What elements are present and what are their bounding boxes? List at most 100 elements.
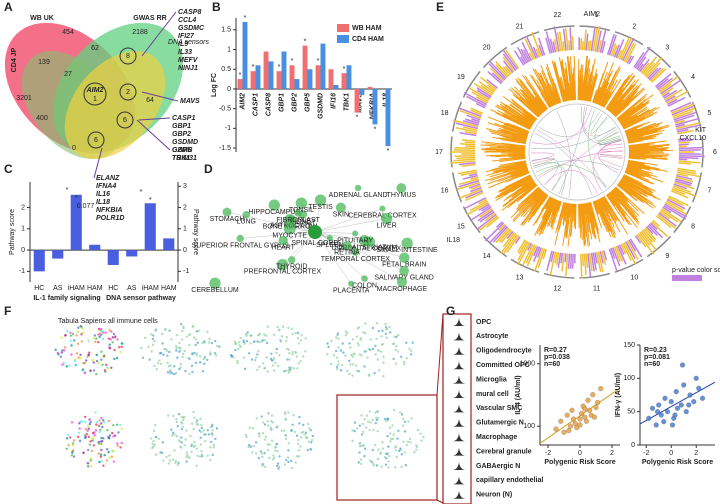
chromosome: [614, 258, 644, 273]
umap-point: [101, 337, 105, 340]
umap-point: [385, 419, 388, 423]
track-bar: [661, 87, 674, 96]
umap-point: [153, 364, 156, 368]
track-bar: [677, 169, 697, 175]
umap-point: [196, 423, 200, 426]
umap-point: [185, 460, 188, 463]
umap-point: [90, 449, 94, 453]
umap-point: [101, 363, 104, 367]
track-bar: [466, 114, 481, 121]
umap-point: [180, 421, 183, 424]
umap-point: [340, 363, 344, 367]
umap-point: [113, 348, 116, 352]
umap-point: [200, 455, 204, 458]
umap-point: [176, 356, 179, 359]
count-circle: [83, 82, 107, 106]
node-label: MYOCYTE: [272, 232, 307, 239]
gene-label: IL18: [446, 237, 460, 244]
umap-point: [100, 350, 103, 353]
umap-point: [260, 452, 264, 455]
umap-point: [120, 427, 123, 431]
gene: ELANZ: [96, 175, 120, 182]
node: [284, 214, 296, 226]
umap-point: [176, 463, 180, 467]
umap-point: [363, 454, 366, 458]
x-tick-label: CASP8: [265, 93, 272, 116]
umap-point: [193, 444, 197, 447]
umap-point: [365, 414, 369, 417]
track-bar: [549, 251, 557, 276]
umap-point: [84, 436, 87, 439]
track-bar: [477, 209, 494, 222]
umap-point: [170, 428, 173, 431]
point: [553, 426, 559, 432]
gene: GSDMD: [172, 139, 198, 146]
bar: [328, 69, 334, 89]
umap-point: [169, 364, 172, 367]
umap-point: [275, 464, 279, 468]
bar: [359, 88, 365, 95]
umap-point: [152, 429, 156, 433]
track-bar: [484, 222, 505, 242]
significance: *: [317, 58, 320, 65]
umap-point: [273, 446, 276, 449]
umap-point: [389, 440, 392, 443]
umap-point: [292, 414, 295, 417]
track-bar: [671, 190, 689, 199]
track-bar: [675, 117, 700, 126]
track-bar: [678, 158, 688, 161]
umap-point: [245, 435, 248, 439]
umap-point: [356, 342, 360, 345]
panel-letter: A: [4, 0, 13, 14]
gene: IL9: [178, 41, 188, 48]
umap-point: [175, 349, 178, 352]
umap-point: [177, 461, 180, 465]
umap-point: [304, 435, 308, 439]
umap-point: [54, 348, 57, 352]
umap-point: [93, 434, 96, 437]
umap-point: [108, 434, 112, 437]
track-bar: [633, 51, 645, 68]
umap-point: [173, 449, 176, 452]
track-bar: [484, 212, 496, 222]
chromosome-label: 5: [707, 110, 711, 117]
umap-point: [382, 361, 385, 364]
stat-label: p=0.038: [544, 354, 570, 361]
edge: [226, 211, 316, 233]
umap-point: [155, 435, 158, 439]
umap-point: [295, 355, 299, 358]
umap-point: [395, 455, 398, 459]
umap-point: [261, 462, 264, 466]
track-bar: [505, 49, 520, 69]
umap-point: [157, 437, 160, 441]
track-bar: [663, 204, 687, 220]
node-label: THYMUS: [387, 192, 417, 199]
umap-point: [394, 449, 398, 452]
umap-point: [296, 337, 300, 340]
umap-point: [170, 338, 173, 341]
umap-point: [262, 362, 265, 365]
track-bar: [660, 79, 681, 95]
umap-point: [362, 331, 365, 334]
umap-point: [204, 439, 207, 443]
bar: [281, 51, 287, 89]
density-peak: [452, 418, 466, 427]
umap-point: [99, 455, 103, 459]
umap-point: [382, 355, 385, 358]
chromosome-label: 19: [457, 74, 465, 81]
track-bar: [678, 146, 703, 150]
umap-point: [297, 442, 300, 446]
umap-point: [214, 437, 217, 441]
umap-point: [89, 465, 93, 468]
link: [534, 133, 593, 196]
track-bar: [561, 253, 566, 272]
chromosome: [646, 46, 672, 69]
chromosome-label: 22: [553, 12, 561, 19]
edge: [314, 218, 387, 233]
umap-point: [140, 346, 143, 350]
connector: [436, 499, 444, 504]
chromosome-label: 16: [441, 188, 449, 195]
umap-point: [408, 437, 412, 441]
umap-point: [351, 355, 354, 358]
umap-point: [264, 435, 268, 438]
